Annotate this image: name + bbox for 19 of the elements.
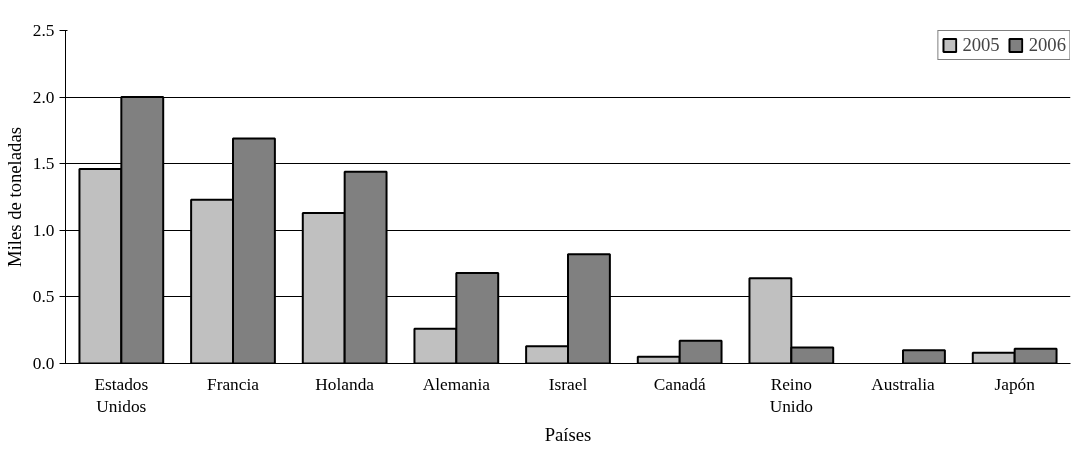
y-tick-label: 2.0	[32, 87, 55, 107]
x-axis-title: Países	[544, 424, 592, 446]
y-tick-label: 0.0	[32, 354, 55, 373]
x-tick-label: Japón	[994, 374, 1036, 394]
y-tick-label: 1.0	[32, 220, 55, 240]
y-tick-label: 2.5	[32, 21, 55, 40]
x-tick-label: Alemania	[422, 374, 491, 394]
y-tick-label: 1.5	[32, 154, 55, 174]
x-tick-label: Francia	[207, 374, 260, 394]
x-tick-label: Israel	[548, 374, 588, 394]
y-tick-label: 0.5	[32, 287, 55, 307]
legend-label: 2005	[962, 34, 1000, 56]
x-tick-label: Holanda	[315, 374, 375, 394]
x-tick-label: Estados Unidos	[94, 374, 149, 417]
x-tick-label: Australia	[871, 374, 936, 394]
y-axis-title: Miles de toneladas	[3, 127, 25, 267]
x-tick-label: Reino Unido	[769, 374, 813, 417]
legend-label: 2006	[1028, 34, 1066, 56]
x-tick-label: Canadá	[653, 374, 706, 394]
